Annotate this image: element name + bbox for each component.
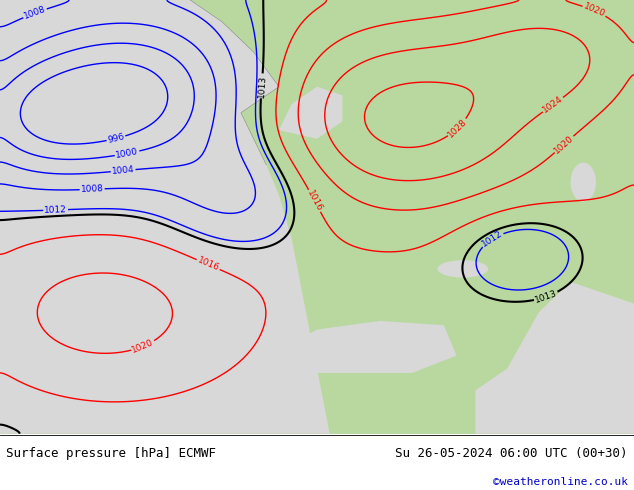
Text: 1020: 1020 (131, 338, 155, 355)
Polygon shape (279, 87, 342, 139)
Text: Su 26-05-2024 06:00 UTC (00+30): Su 26-05-2024 06:00 UTC (00+30) (395, 447, 628, 460)
Ellipse shape (571, 163, 596, 202)
Polygon shape (0, 0, 330, 434)
Text: 1020: 1020 (582, 2, 607, 19)
Text: 1028: 1028 (446, 117, 469, 139)
Text: 1012: 1012 (44, 205, 67, 215)
Text: 1012: 1012 (480, 229, 504, 249)
Text: Surface pressure [hPa] ECMWF: Surface pressure [hPa] ECMWF (6, 447, 216, 460)
Ellipse shape (437, 260, 488, 277)
Text: 1008: 1008 (23, 5, 48, 22)
Text: ©weatheronline.co.uk: ©weatheronline.co.uk (493, 477, 628, 487)
Polygon shape (476, 282, 634, 434)
Text: 1020: 1020 (552, 133, 576, 155)
Polygon shape (285, 321, 456, 373)
Text: 1000: 1000 (115, 147, 139, 160)
Text: 1008: 1008 (81, 184, 104, 194)
Text: 1016: 1016 (305, 189, 324, 213)
Text: 1013: 1013 (257, 74, 267, 98)
Text: 1024: 1024 (541, 95, 565, 115)
Text: 996: 996 (107, 132, 126, 145)
Text: 1004: 1004 (112, 165, 135, 176)
Text: 1013: 1013 (534, 289, 559, 305)
Text: 1016: 1016 (196, 256, 221, 273)
